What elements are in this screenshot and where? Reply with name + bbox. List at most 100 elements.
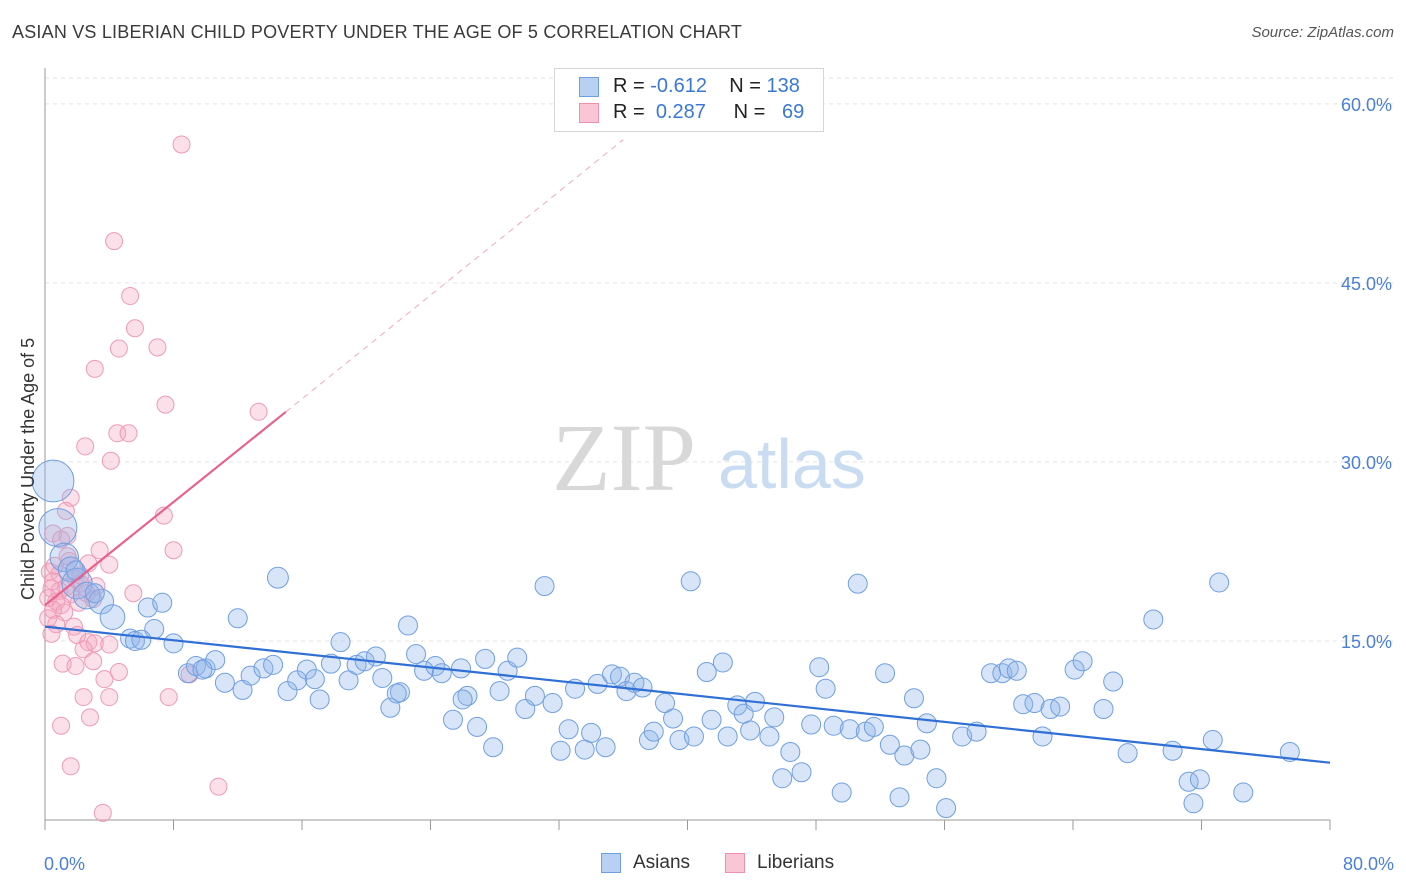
asian-point [1093, 699, 1114, 719]
asian-point [431, 663, 452, 684]
asians-n-value: 138 [766, 75, 800, 97]
watermark-atlas: atlas [718, 425, 866, 503]
asian-point [889, 787, 910, 808]
asian-point [483, 737, 504, 758]
asian-point [903, 688, 924, 709]
liberians-n-label: N = [733, 101, 766, 123]
asian-point [701, 709, 722, 730]
asian-point [192, 659, 213, 680]
asian-point [550, 740, 571, 761]
bottom-liberians-label: Liberians [757, 852, 835, 873]
asian-point [1279, 741, 1300, 762]
liberian-point [74, 688, 93, 707]
axes [44, 68, 1331, 830]
asian-point [926, 768, 947, 789]
liberian-point [90, 541, 109, 560]
asian-point [266, 566, 289, 589]
liberian-point [156, 395, 175, 414]
bottom-asians-swatch [601, 853, 621, 873]
liberian-point [52, 530, 71, 549]
liberian-point [44, 600, 63, 619]
asian-point [1162, 740, 1183, 761]
asian-point [574, 739, 595, 760]
asian-point [1189, 769, 1210, 790]
liberian-point [85, 359, 104, 378]
liberians-trend-extension [285, 139, 624, 413]
y-tick-label: 15.0% [1341, 632, 1392, 652]
asian-point [398, 615, 419, 636]
asian-point [558, 719, 579, 740]
liberian-point [80, 708, 99, 727]
asian-point [894, 745, 915, 766]
liberian-point [100, 555, 119, 574]
asian-point [998, 658, 1019, 679]
asian-point [823, 715, 844, 736]
chart-title: ASIAN VS LIBERIAN CHILD POVERTY UNDER TH… [12, 22, 743, 42]
asian-point [717, 726, 738, 747]
asian-point [655, 693, 676, 714]
asian-point [772, 768, 793, 789]
source-credit: Source: ZipAtlas.com [1251, 24, 1394, 41]
liberian-point [121, 287, 140, 306]
asian-point [875, 663, 896, 684]
liberian-point [52, 716, 71, 735]
asian-point [467, 716, 488, 737]
trend-lines [44, 139, 1331, 764]
asian-point [452, 689, 473, 710]
liberians-n-value: 69 [782, 101, 805, 123]
liberian-point [109, 663, 128, 681]
asian-point [643, 721, 664, 742]
asian-point [163, 633, 184, 654]
asian-point [309, 689, 330, 710]
asian-point [88, 588, 115, 615]
asian-point [131, 629, 152, 650]
asian-point [489, 681, 510, 702]
asian-point [863, 716, 884, 737]
asian-point [1032, 726, 1053, 747]
asian-point [764, 707, 785, 728]
liberian-point [209, 777, 228, 796]
asian-point [966, 721, 987, 742]
liberian-point [93, 803, 112, 822]
asian-point [84, 583, 105, 604]
asian-point [663, 708, 684, 729]
liberian-point [100, 635, 119, 654]
liberian-point [172, 135, 191, 154]
asian-point [595, 737, 616, 758]
liberian-point [148, 338, 167, 357]
asian-point [581, 722, 602, 743]
liberian-point [101, 451, 120, 470]
liberian-point [61, 757, 80, 776]
grid-lines [45, 77, 1395, 642]
liberian-point [95, 670, 114, 689]
bottom-asians-label: Asians [633, 852, 691, 873]
asian-point [847, 573, 868, 594]
liberians-r-label: R = [613, 101, 645, 123]
liberian-point [124, 584, 143, 603]
asian-point [338, 670, 359, 691]
asian-point [801, 714, 822, 735]
asian-point [1006, 660, 1027, 681]
asian-point [791, 762, 812, 783]
asian-point [815, 678, 836, 699]
asian-point [1209, 572, 1230, 593]
x-tick-label-max: 80.0% [1343, 854, 1394, 874]
asian-point [1072, 651, 1093, 672]
asian-point [507, 647, 528, 668]
asian-point [49, 542, 80, 573]
x-tick-label-min: 0.0% [44, 854, 85, 874]
asian-point [696, 662, 717, 682]
asian-point [386, 683, 407, 704]
bottom-liberians-swatch [725, 853, 745, 873]
liberian-point [109, 339, 128, 358]
asian-point [1013, 694, 1034, 715]
asian-point [910, 739, 931, 760]
asian-point [1143, 609, 1164, 630]
asian-point [879, 734, 900, 755]
liberian-point [84, 652, 103, 671]
asian-point [542, 693, 563, 714]
liberian-point [76, 437, 95, 456]
liberian-point [119, 424, 138, 443]
liberian-point [159, 688, 178, 707]
